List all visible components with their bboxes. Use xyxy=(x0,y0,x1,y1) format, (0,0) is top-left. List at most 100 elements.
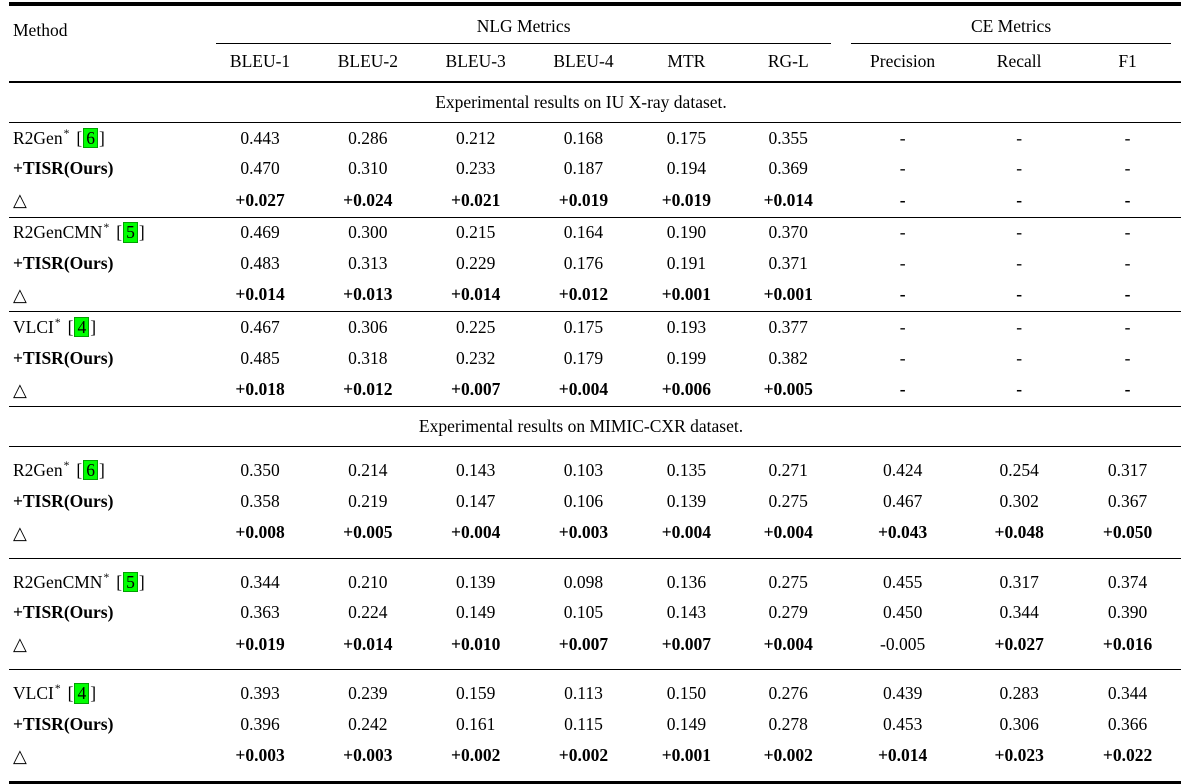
metric-value-cell: - xyxy=(899,127,906,148)
table-row: +TISR(Ours) 0.470 0.310 0.233 0.187 0.194 0.36… xyxy=(9,154,1181,185)
citation-link[interactable]: [5] xyxy=(116,571,145,592)
metric-value-cell: 0.317 xyxy=(1107,459,1148,480)
metric-value-cell: 0.271 xyxy=(768,459,808,480)
citation-link[interactable]: [4] xyxy=(68,316,96,338)
metric-value-cell: +0.001 xyxy=(661,284,712,305)
citation-bracket: [ xyxy=(116,571,123,592)
metric-value-cell: 0.176 xyxy=(563,253,604,273)
metric-value-cell: 0.254 xyxy=(999,459,1039,480)
citation-bracket: [ xyxy=(67,683,74,704)
metric-value-cell: 0.377 xyxy=(768,316,808,337)
metric-value-cell: - xyxy=(1124,127,1131,148)
delta-symbol: △ xyxy=(13,284,27,305)
metric-value-cell: 0.467 xyxy=(882,490,923,511)
metric-value-cell: +0.004 xyxy=(763,633,813,654)
column-header-f1: F1 xyxy=(1118,51,1137,71)
method-cell: +TISR(Ours) xyxy=(9,486,206,517)
method-cell: R2Gen* [6] xyxy=(9,123,206,154)
metric-value-cell: 0.306 xyxy=(999,714,1039,734)
table-row: △ +0.019 +0.014 +0.010 +0.007 +0.007 +0.004 -0.… xyxy=(9,629,1181,670)
metric-value-cell: +0.027 xyxy=(235,189,285,210)
citation-number-box[interactable]: 6 xyxy=(83,127,98,148)
metric-value-cell: 0.317 xyxy=(999,571,1039,592)
citation-number-box[interactable]: 4 xyxy=(74,683,90,704)
metric-value-cell: +0.019 xyxy=(235,633,285,654)
citation-bracket: [ xyxy=(76,127,83,148)
method-group: R2GenCMN* [5] 0.344 0.210 0.139 0.098 0.136 0.2… xyxy=(9,558,1181,670)
citation-link[interactable]: [4] xyxy=(67,683,96,704)
method-cell: +TISR(Ours) xyxy=(9,598,206,629)
metric-value-cell: 0.344 xyxy=(1107,683,1148,704)
citation-link[interactable]: [5] xyxy=(116,222,145,243)
metric-value-cell: 0.366 xyxy=(1107,714,1148,734)
method-name: R2Gen xyxy=(13,127,63,148)
metric-value-cell: +0.004 xyxy=(558,379,609,399)
method-column-header: Method xyxy=(13,20,68,40)
metric-value-cell: 0.135 xyxy=(666,459,707,480)
metric-value-cell: +0.007 xyxy=(661,633,712,654)
metric-value-cell: 0.194 xyxy=(666,158,707,179)
metric-value-cell: 0.143 xyxy=(666,602,707,623)
metric-value-cell: 0.467 xyxy=(240,316,280,337)
metric-value-cell: +0.021 xyxy=(450,189,501,210)
citation-number-box[interactable]: 5 xyxy=(123,571,138,592)
table-row: △ +0.014 +0.013 +0.014 +0.012 +0.001 +0.001 - - - xyxy=(9,279,1181,311)
citation-bracket: [ xyxy=(116,222,123,243)
metric-value-cell: +0.023 xyxy=(994,745,1044,766)
metric-value-cell: +0.013 xyxy=(343,284,393,305)
citation-bracket: ] xyxy=(138,571,145,592)
metric-value-cell: 0.175 xyxy=(563,316,604,337)
metric-value-cell: - xyxy=(1016,316,1023,337)
metric-value-cell: 0.175 xyxy=(666,127,707,148)
method-cell: R2GenCMN* [5] xyxy=(9,558,206,598)
metric-value-cell: +0.010 xyxy=(450,633,501,654)
metric-value-cell: 0.190 xyxy=(666,222,707,243)
section-title: Experimental results on MIMIC-CXR datase… xyxy=(418,415,744,436)
metric-value-cell: +0.027 xyxy=(994,633,1044,654)
metric-value-cell: 0.439 xyxy=(882,683,923,704)
delta-symbol: △ xyxy=(13,634,27,655)
metric-value-cell: - xyxy=(1124,379,1131,399)
metric-value-cell: 0.115 xyxy=(564,714,603,734)
metric-value-cell: 0.275 xyxy=(768,490,808,511)
metric-value-cell: 0.199 xyxy=(666,347,707,368)
metric-value-cell: - xyxy=(1124,347,1131,368)
method-cell: +TISR(Ours) xyxy=(9,343,206,374)
metric-value-cell: +0.003 xyxy=(558,522,609,543)
group-header-row: Method NLG Metrics CE Metrics xyxy=(9,4,1181,44)
metric-value-cell: +0.003 xyxy=(343,745,393,766)
section-title-row: Experimental results on MIMIC-CXR datase… xyxy=(9,406,1181,446)
method-group: R2Gen* [6] 0.443 0.286 0.212 0.168 0.175 0.355 -… xyxy=(9,123,1181,218)
column-header-bleu4: BLEU-4 xyxy=(553,51,614,71)
citation-number-box[interactable]: 4 xyxy=(74,316,90,338)
metric-value-cell: 0.344 xyxy=(999,602,1039,623)
metric-value-cell: +0.001 xyxy=(763,284,813,305)
column-header-bleu2: BLEU-2 xyxy=(337,51,398,71)
metric-value-cell: +0.007 xyxy=(558,633,609,654)
metric-value-cell: - xyxy=(1016,222,1023,243)
metric-value-cell: 0.219 xyxy=(348,490,388,511)
citation-number-box[interactable]: 6 xyxy=(83,459,98,481)
method-group: R2GenCMN* [5] 0.469 0.300 0.215 0.164 0.190 0.3… xyxy=(9,217,1181,312)
metric-value-cell: +0.014 xyxy=(235,284,285,305)
metric-value-cell: +0.012 xyxy=(558,284,609,305)
metric-value-cell: 0.215 xyxy=(455,222,496,243)
metric-value-cell: 0.239 xyxy=(348,683,388,704)
metric-value-cell: +0.004 xyxy=(450,522,501,543)
metric-value-cell: 0.233 xyxy=(455,158,496,179)
table-row: VLCI* [4] 0.467 0.306 0.225 0.175 0.193 0.377 - -… xyxy=(9,312,1181,343)
metric-value-cell: 0.103 xyxy=(563,459,604,480)
citation-link[interactable]: [6] xyxy=(76,459,105,481)
metric-value-cell: - xyxy=(1124,284,1131,305)
metric-value-cell: 0.159 xyxy=(455,683,496,704)
method-name: +TISR(Ours) xyxy=(13,490,114,511)
metric-value-cell: - xyxy=(1016,347,1023,368)
citation-link[interactable]: [6] xyxy=(76,127,105,148)
metric-value-cell: - xyxy=(1124,222,1131,243)
dataset-section: Experimental results on IU X-ray dataset… xyxy=(9,82,1181,123)
citation-number-box[interactable]: 5 xyxy=(123,222,138,243)
metric-value-cell: 0.382 xyxy=(768,347,808,368)
metric-value-cell: 0.149 xyxy=(455,602,496,623)
metric-value-cell: 0.143 xyxy=(455,459,496,480)
metric-value-cell: 0.424 xyxy=(882,459,923,480)
